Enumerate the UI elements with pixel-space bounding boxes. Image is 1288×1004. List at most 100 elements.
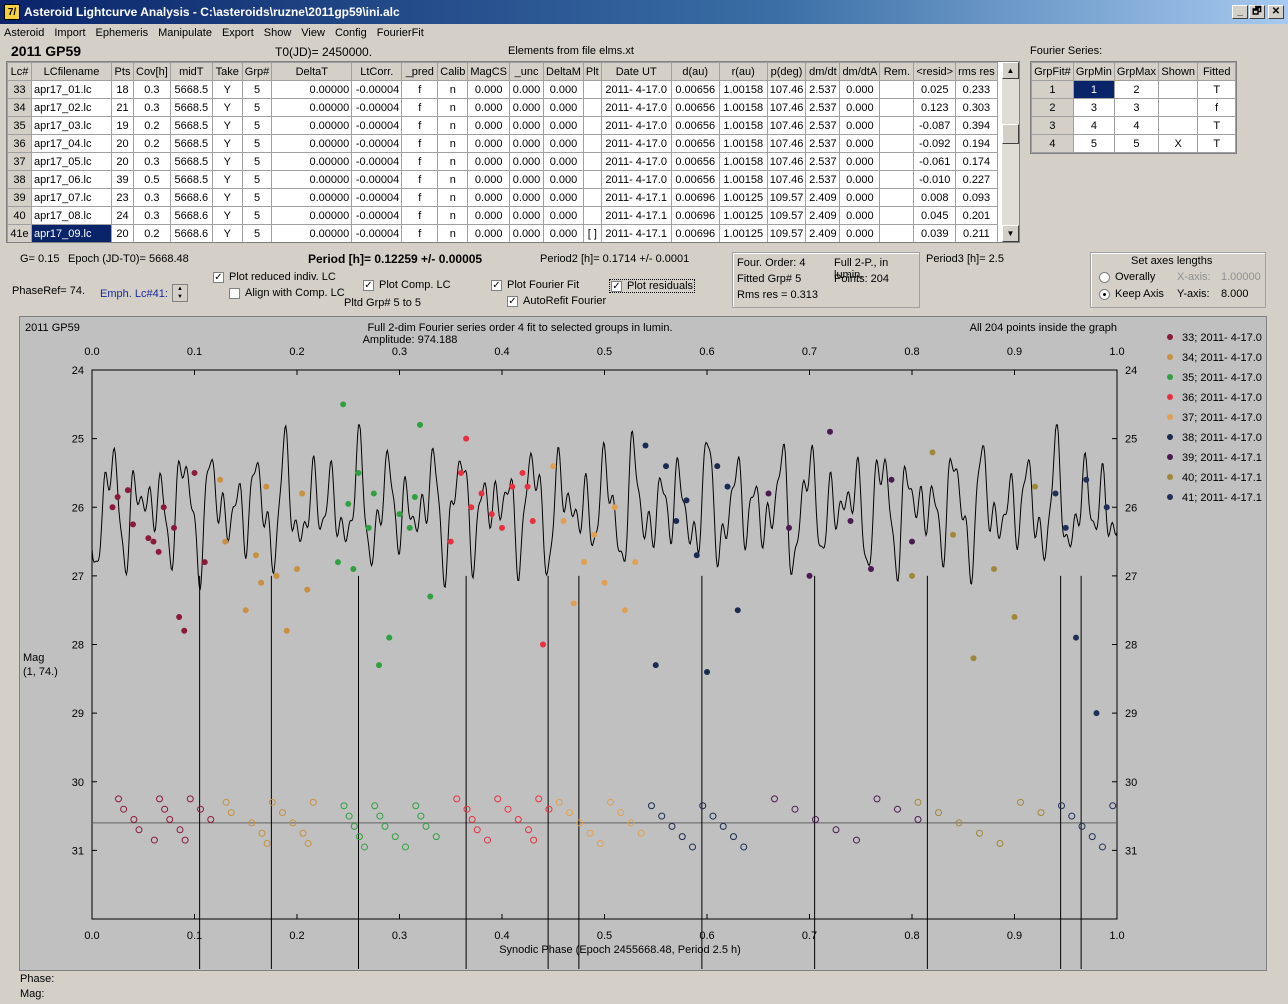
table-cell[interactable] [879,116,915,135]
table-cell[interactable]: 2011- 4-17.0 [600,116,672,135]
scroll-thumb[interactable] [1002,124,1019,144]
table-cell[interactable]: 0.00000 [271,224,353,242]
table-cell[interactable]: 107.46 [766,116,807,135]
table-cell[interactable]: 0.000 [839,170,881,189]
table-cell[interactable]: 0.000 [839,98,881,117]
table-cell[interactable] [879,206,915,225]
table-cell[interactable]: 20 [111,152,134,171]
table-row[interactable]: 36 apr17_04.lc 20 0.2 5668.5 Y 5 0.00000 -0.0000… [7,134,998,153]
table-cell[interactable]: 0.194 [955,134,998,153]
table-cell[interactable]: apr17_02.lc [31,98,112,117]
table-cell[interactable]: apr17_07.lc [31,188,112,207]
plot-fourier-checkbox[interactable]: ✓ Plot Fourier Fit [491,279,579,291]
maximize-button[interactable]: 🗗 [1249,5,1265,19]
table-cell[interactable]: 0.000 [543,224,584,242]
table-cell[interactable]: 0.2 [133,224,171,242]
table-cell[interactable]: 0.00000 [271,170,353,189]
table-cell[interactable]: 0.000 [509,152,545,171]
table-cell[interactable]: 1 [1072,80,1115,99]
lc-column-header[interactable]: MagCS [467,62,511,81]
table-cell[interactable]: 0.000 [543,152,584,171]
table-cell[interactable]: 0.000 [509,134,545,153]
table-row[interactable]: 41e apr17_09.lc 20 0.2 5668.6 Y 5 0.00000 -0.000… [7,224,998,242]
fourier-column-header[interactable]: Shown [1158,62,1199,81]
table-cell[interactable]: n [437,80,469,99]
table-cell[interactable]: 5 [241,152,273,171]
table-cell[interactable]: 0.000 [467,80,511,99]
menu-config[interactable]: Config [334,27,367,39]
lc-column-header[interactable]: Grp# [241,62,273,81]
table-cell[interactable]: 1.00158 [718,152,768,171]
table-cell[interactable]: f [401,80,439,99]
table-cell[interactable]: n [437,224,469,242]
table-cell[interactable]: 107.46 [766,80,807,99]
table-cell[interactable] [879,80,915,99]
table-cell[interactable]: 0.3 [133,206,171,225]
table-cell[interactable]: 0.3 [133,98,171,117]
table-cell[interactable]: 37 [7,152,32,171]
table-cell[interactable]: 2011- 4-17.0 [600,170,672,189]
table-cell[interactable] [582,152,602,171]
table-cell[interactable]: f [1197,98,1236,117]
scroll-up-icon[interactable]: ▲ [1002,62,1019,79]
table-cell[interactable]: 107.46 [766,134,807,153]
table-cell[interactable]: 0.00000 [271,206,353,225]
lc-column-header[interactable]: Cov[h] [133,62,171,81]
table-cell[interactable]: 1.00125 [718,188,768,207]
table-cell[interactable]: 0.3 [133,152,171,171]
fourier-column-header[interactable]: GrpFit# [1031,62,1074,81]
table-cell[interactable]: 5 [241,116,273,135]
table-cell[interactable]: apr17_03.lc [31,116,112,135]
table-cell[interactable]: 0.00696 [670,224,720,242]
table-row[interactable]: 38 apr17_06.lc 39 0.5 5668.5 Y 5 0.00000 -0.0000… [7,170,998,189]
table-cell[interactable]: 5668.6 [169,206,213,225]
table-cell[interactable]: Y [211,116,243,135]
table-cell[interactable]: 0.000 [467,224,511,242]
table-cell[interactable]: 1.00158 [718,134,768,153]
table-cell[interactable]: apr17_06.lc [31,170,112,189]
plot-reduced-checkbox[interactable]: ✓ Plot reduced indiv. LC [213,271,336,283]
table-cell[interactable] [879,98,915,117]
lc-column-header[interactable]: Rem. [879,62,915,81]
table-cell[interactable]: 5 [241,206,273,225]
table-cell[interactable]: 0.000 [839,206,881,225]
table-cell[interactable]: Y [211,170,243,189]
table-cell[interactable] [582,188,602,207]
table-cell[interactable]: -0.00004 [351,134,403,153]
table-cell[interactable]: 35 [7,116,32,135]
menu-manipulate[interactable]: Manipulate [158,27,212,39]
table-cell[interactable] [879,152,915,171]
table-cell[interactable]: 0.000 [509,224,545,242]
table-cell[interactable]: 2.409 [805,206,841,225]
table-cell[interactable]: n [437,170,469,189]
table-cell[interactable] [582,116,602,135]
table-cell[interactable]: 2.537 [805,152,841,171]
table-cell[interactable]: 0.000 [509,170,545,189]
table-cell[interactable]: 0.000 [839,224,881,242]
menu-view[interactable]: View [301,27,325,39]
x-axis-value[interactable]: 1.00000 [1221,271,1261,283]
table-cell[interactable]: 2.537 [805,80,841,99]
table-cell[interactable] [1158,80,1199,99]
table-cell[interactable]: 0.00656 [670,170,720,189]
table-cell[interactable]: 4 [1031,134,1074,153]
keep-axis-radio[interactable]: Keep Axis [1099,288,1164,300]
table-cell[interactable] [879,224,915,242]
table-cell[interactable]: 3 [1113,98,1160,117]
table-cell[interactable]: f [401,134,439,153]
table-cell[interactable]: 5 [241,80,273,99]
table-cell[interactable]: 0.000 [543,80,584,99]
table-cell[interactable]: 1.00158 [718,80,768,99]
table-cell[interactable]: f [401,170,439,189]
table-cell[interactable]: f [401,188,439,207]
table-cell[interactable]: 2011- 4-17.0 [600,98,672,117]
table-cell[interactable]: n [437,116,469,135]
table-cell[interactable]: 0.00656 [670,98,720,117]
table-cell[interactable]: -0.00004 [351,170,403,189]
table-cell[interactable] [582,206,602,225]
table-cell[interactable]: 0.3 [133,80,171,99]
table-cell[interactable]: 5 [241,224,273,242]
table-cell[interactable]: 2011- 4-17.1 [600,188,672,207]
table-cell[interactable]: -0.092 [913,134,957,153]
